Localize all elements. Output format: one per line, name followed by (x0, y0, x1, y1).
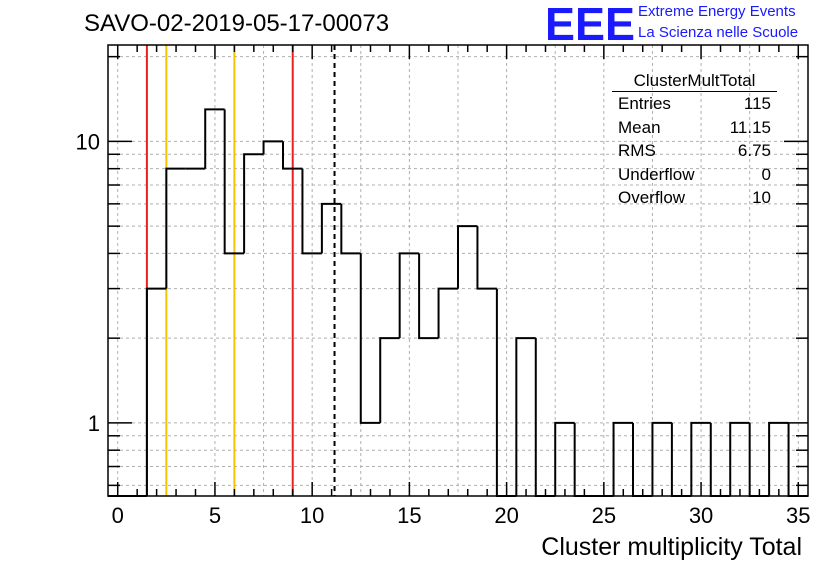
chart-title: SAVO-02-2019-05-17-00073 (84, 10, 390, 37)
stats-row-rms: RMS 6.75 (612, 139, 777, 163)
x-tick-label: 15 (397, 503, 421, 528)
histogram-bin (262, 140, 283, 155)
stats-value: 6.75 (737, 141, 771, 160)
stats-label: Mean (618, 117, 661, 137)
stats-row-entries: Entries 115 (612, 92, 777, 116)
axes: 0 5 10 15 20 25 30 35 1 10 (76, 44, 811, 528)
stats-row-mean: Mean 11.15 (612, 116, 777, 140)
stats-value: 0 (761, 164, 771, 184)
x-tick-label: 5 (209, 503, 221, 528)
histogram-bin (554, 421, 575, 496)
y-tick-label: 10 (76, 129, 100, 154)
logo-line-2: La Scienza nelle Scuole (638, 24, 799, 41)
histogram-bin (690, 421, 711, 496)
stats-value: 10 (752, 188, 771, 207)
histogram-bin (145, 287, 167, 496)
histogram-marks (108, 45, 808, 497)
stats-row-overflow: Overflow 10 (612, 186, 777, 210)
stats-label: Overflow (618, 188, 686, 207)
stats-label: Entries (618, 94, 671, 113)
histogram-bin (768, 421, 789, 496)
histogram-bin (457, 225, 478, 289)
histogram-bin (476, 226, 497, 290)
histogram-bin (301, 168, 322, 255)
x-tick-label: 0 (112, 503, 124, 528)
histogram-bin (223, 109, 245, 255)
histogram-bin (651, 421, 672, 496)
x-tick-label: 20 (494, 503, 518, 528)
stats-row-underflow: Underflow 0 (612, 163, 777, 187)
histogram-bin (320, 202, 342, 254)
histogram-bin (418, 253, 439, 340)
histogram-bin (495, 288, 517, 497)
histogram-bin (534, 338, 556, 497)
histogram-bin (612, 421, 633, 496)
x-tick-label: 10 (300, 503, 324, 528)
eee-logo: EEE (545, 2, 635, 42)
logo-line-1: Extreme Energy Events (638, 3, 796, 20)
stats-value: 11.15 (729, 117, 771, 137)
stats-label: RMS (618, 141, 656, 160)
histogram-bin (243, 153, 264, 254)
histogram-bin (398, 252, 420, 339)
y-tick-label: 1 (88, 411, 100, 436)
x-tick-label: 25 (592, 503, 616, 528)
histogram-bin (165, 167, 186, 289)
histogram-bin (204, 108, 225, 169)
histogram-bin (379, 337, 400, 423)
stats-box-title: ClusterMultTotal (612, 70, 777, 92)
histogram-bin (282, 141, 303, 170)
histogram-bin (340, 203, 361, 255)
stats-value: 115 (743, 94, 771, 113)
x-tick-label: 35 (786, 503, 810, 528)
stats-label: Underflow (618, 164, 695, 184)
histogram-bin (359, 253, 381, 424)
histogram-bin (729, 421, 750, 496)
logo-lettering: EEE (545, 2, 635, 42)
stats-box: ClusterMultTotal Entries 115 Mean 11.15 … (612, 70, 777, 210)
histogram-bin (437, 287, 458, 339)
plot-frame (107, 44, 809, 497)
histogram-bin (515, 337, 536, 496)
x-axis-label: Cluster multiplicity Total (541, 533, 802, 561)
x-tick-label: 30 (689, 503, 713, 528)
